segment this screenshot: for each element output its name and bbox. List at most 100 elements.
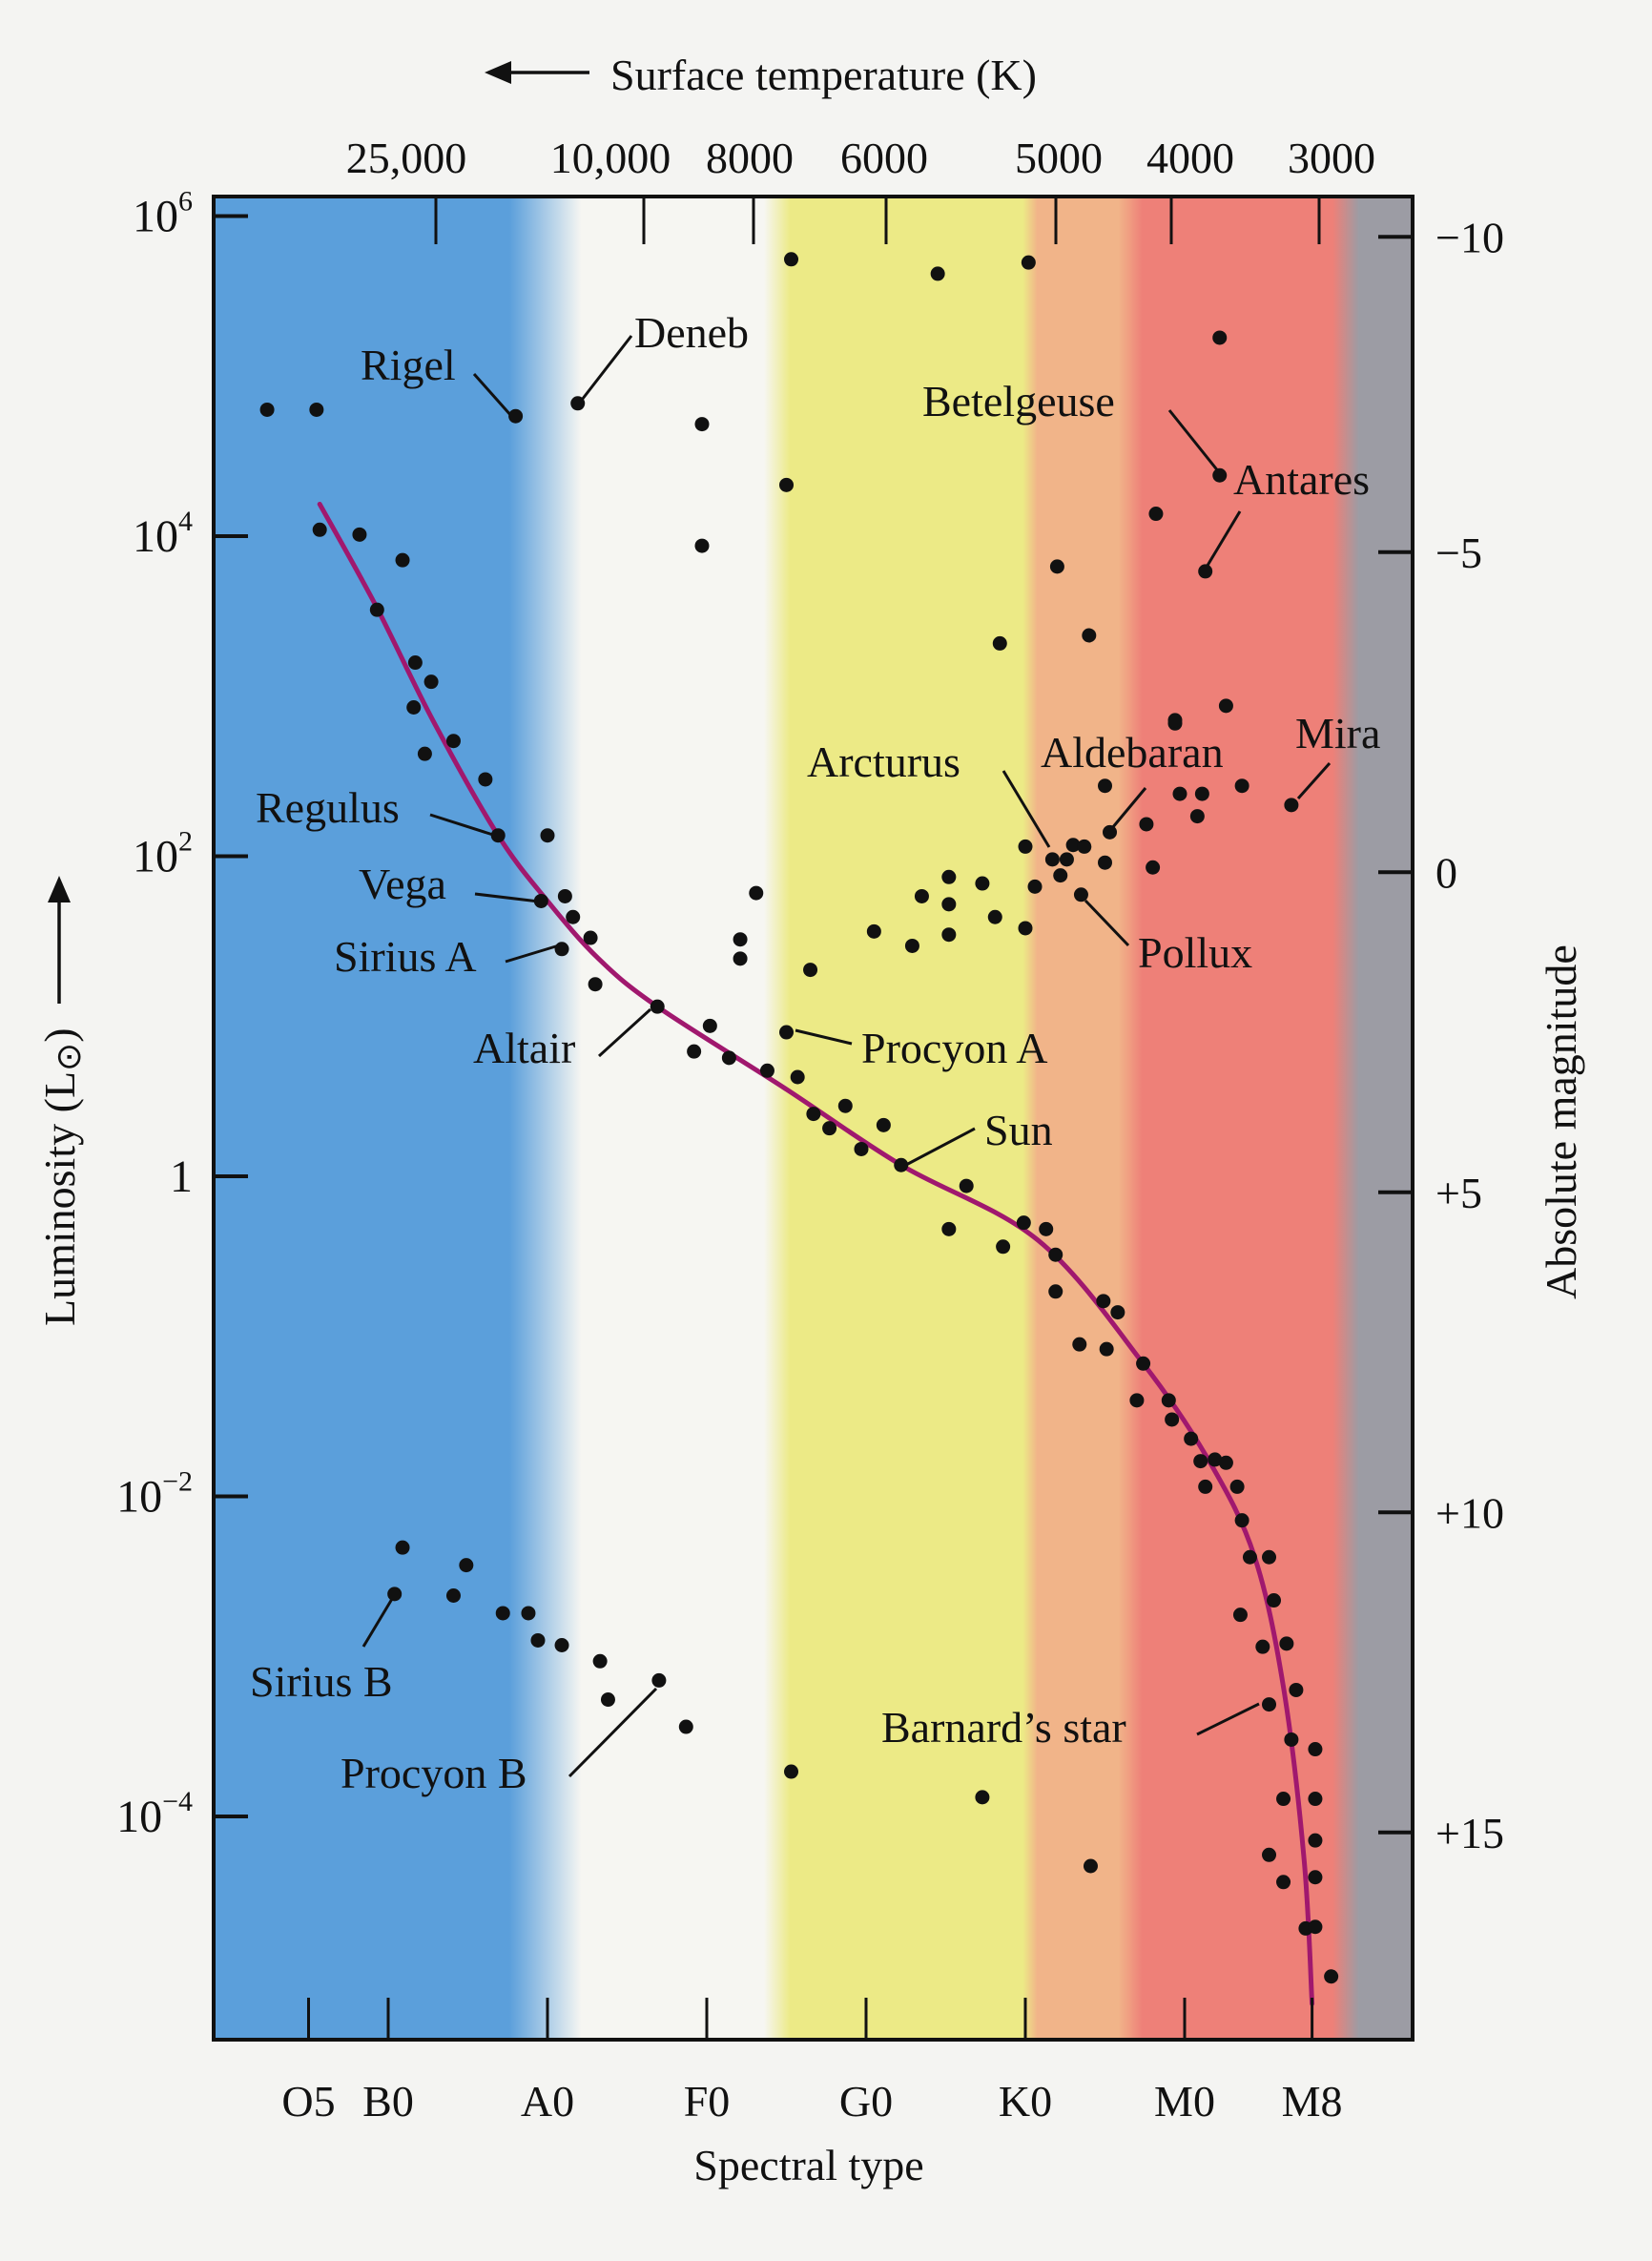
star-point bbox=[1184, 1431, 1199, 1446]
star-point bbox=[259, 402, 275, 417]
x-tick-label: A0 bbox=[521, 2077, 574, 2126]
y-tick-label: 104 bbox=[133, 506, 193, 562]
star-label-arcturus: Arcturus bbox=[807, 737, 960, 786]
y-tick-label: 102 bbox=[133, 826, 193, 882]
star-point bbox=[854, 1141, 869, 1156]
star-points bbox=[259, 252, 1339, 1984]
top-tick-label: 3000 bbox=[1288, 134, 1375, 182]
top-tick-label: 5000 bbox=[1015, 134, 1103, 182]
star-label-mira: Mira bbox=[1295, 709, 1380, 757]
leader-line-procyon-a bbox=[795, 1028, 853, 1046]
star-label-pollux: Pollux bbox=[1138, 928, 1252, 977]
star-point bbox=[1096, 1294, 1111, 1309]
leader-line-sirius-a bbox=[505, 944, 560, 964]
star-point bbox=[1198, 564, 1213, 579]
y-tick-base: 1 bbox=[170, 1151, 193, 1202]
star-point bbox=[1229, 1479, 1245, 1494]
star-label-altair: Altair bbox=[473, 1024, 575, 1072]
star-point bbox=[592, 1653, 608, 1669]
star-point bbox=[1234, 1513, 1249, 1528]
star-point bbox=[1276, 1792, 1291, 1807]
star-point bbox=[678, 1719, 693, 1734]
star-label-sirius-a: Sirius A bbox=[334, 932, 477, 981]
star-point bbox=[423, 674, 439, 690]
star-point bbox=[876, 1117, 891, 1132]
star-point bbox=[478, 772, 493, 787]
star-point bbox=[1172, 786, 1187, 801]
top-axis-ticks: 25,000 10,000 8000 6000 5000 4000 3000 bbox=[346, 134, 1375, 244]
star-point bbox=[733, 951, 748, 966]
y-tick-base: 10 bbox=[116, 1472, 162, 1523]
star-point bbox=[1139, 817, 1154, 832]
star-point bbox=[1016, 1215, 1031, 1231]
star-point bbox=[1267, 1593, 1282, 1608]
y2-tick-label: −10 bbox=[1435, 213, 1504, 261]
star-point bbox=[1218, 698, 1233, 714]
star-point bbox=[1053, 868, 1068, 883]
leader-line-sirius-b bbox=[361, 1598, 394, 1648]
star-point bbox=[1098, 778, 1112, 794]
star-point bbox=[959, 1178, 974, 1193]
star-point bbox=[566, 909, 581, 924]
top-tick-label: 8000 bbox=[706, 134, 794, 182]
star-label-sun: Sun bbox=[984, 1106, 1053, 1154]
y2-tick-label: −5 bbox=[1435, 529, 1482, 577]
star-point bbox=[650, 999, 665, 1014]
star-point bbox=[1021, 255, 1036, 270]
star-point bbox=[1018, 839, 1033, 854]
star-point bbox=[1018, 921, 1033, 936]
star-point bbox=[533, 893, 548, 908]
star-point bbox=[733, 932, 748, 947]
y-tick-base: 10 bbox=[116, 1792, 162, 1842]
y2-tick-label: 0 bbox=[1435, 848, 1457, 897]
star-point bbox=[749, 885, 764, 901]
star-point bbox=[1048, 1247, 1063, 1262]
up-arrow-icon bbox=[48, 876, 71, 1004]
star-point bbox=[651, 1672, 667, 1688]
y-tick-exponent: −4 bbox=[162, 1786, 193, 1817]
star-label-vega: Vega bbox=[359, 860, 446, 908]
star-point bbox=[600, 1692, 615, 1708]
star-point bbox=[1077, 839, 1092, 854]
x-tick-label: K0 bbox=[999, 2077, 1052, 2126]
star-point bbox=[941, 869, 957, 884]
star-point bbox=[583, 930, 598, 945]
x-tick-label: F0 bbox=[684, 2077, 731, 2126]
star-point bbox=[309, 402, 324, 417]
star-point bbox=[1059, 852, 1074, 867]
star-point bbox=[1308, 1870, 1323, 1885]
left-arrow-icon bbox=[485, 61, 589, 84]
x-tick-label: G0 bbox=[839, 2077, 893, 2126]
y2-axis-ticks: −10 −5 0 +5 +10 +15 bbox=[1378, 213, 1504, 1857]
star-point bbox=[721, 1050, 736, 1066]
star-point bbox=[395, 1540, 410, 1555]
y-tick-label: 10−4 bbox=[116, 1786, 193, 1842]
y2-tick-label: +10 bbox=[1435, 1488, 1504, 1537]
star-point bbox=[784, 1764, 799, 1779]
star-point bbox=[1262, 1549, 1277, 1565]
star-point bbox=[1098, 855, 1112, 870]
x-axis-label: Spectral type bbox=[693, 2141, 923, 2189]
star-point bbox=[445, 734, 461, 749]
star-point bbox=[687, 1044, 702, 1059]
star-point bbox=[1308, 1919, 1323, 1935]
star-point bbox=[1083, 1858, 1098, 1874]
star-point bbox=[1189, 809, 1205, 824]
x-tick-label: M0 bbox=[1154, 2077, 1215, 2126]
star-label-deneb: Deneb bbox=[634, 308, 749, 357]
star-point bbox=[784, 252, 799, 267]
star-point bbox=[822, 1121, 837, 1136]
star-point bbox=[1308, 1742, 1323, 1757]
star-point bbox=[790, 1069, 805, 1085]
leader-line-altair bbox=[597, 1007, 652, 1058]
top-axis-label: Surface temperature (K) bbox=[610, 51, 1037, 99]
star-point bbox=[1212, 467, 1228, 483]
star-point bbox=[702, 1018, 717, 1033]
top-tick-label: 25,000 bbox=[346, 134, 467, 182]
leader-line-antares bbox=[1204, 510, 1242, 570]
star-point bbox=[406, 699, 422, 715]
star-point bbox=[1165, 1412, 1180, 1427]
star-point bbox=[1049, 559, 1064, 574]
star-point bbox=[1255, 1639, 1270, 1654]
